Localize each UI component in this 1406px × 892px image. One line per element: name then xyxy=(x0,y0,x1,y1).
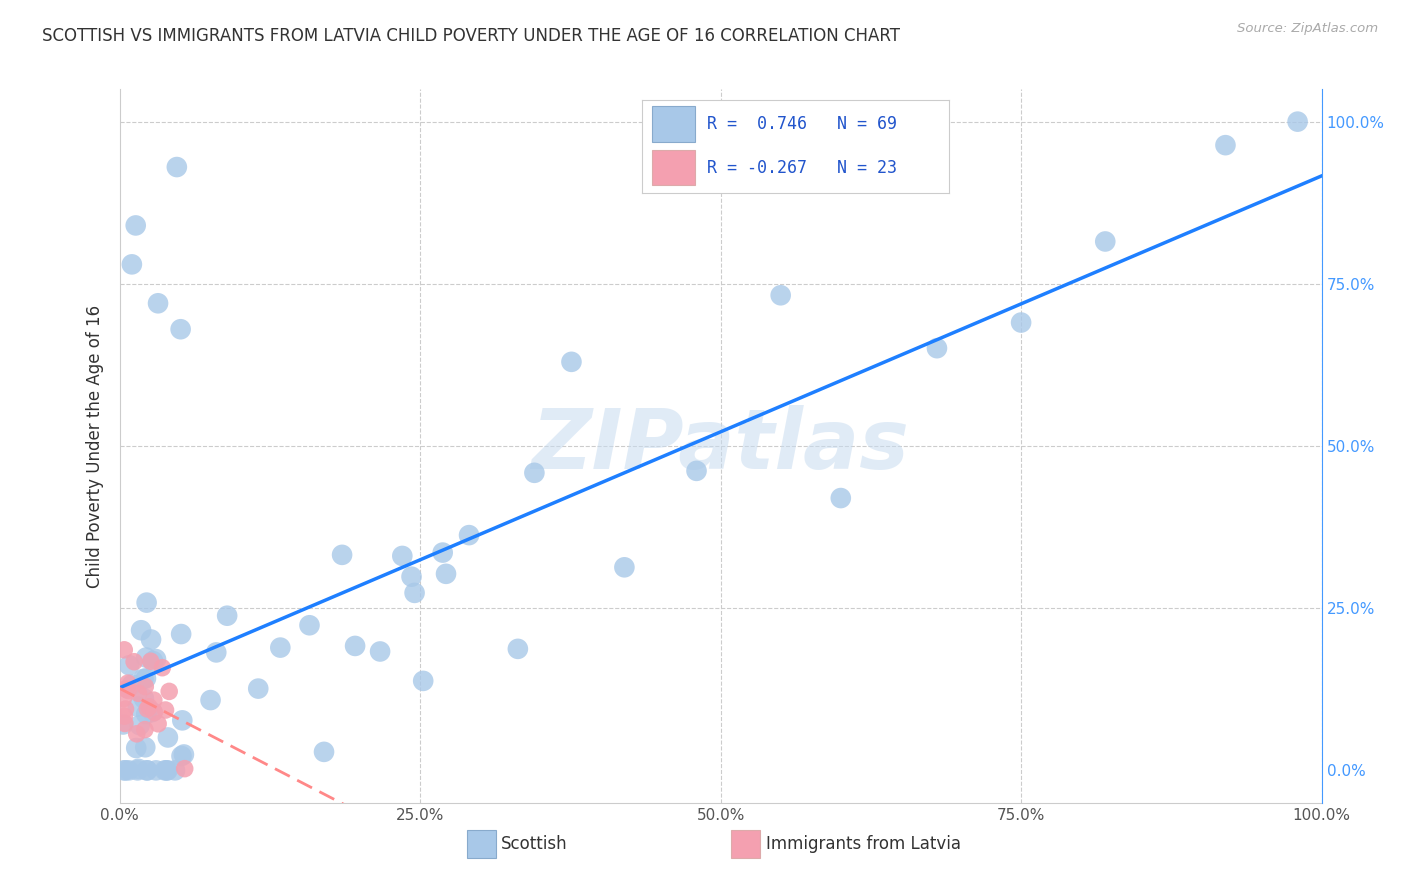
Point xyxy=(125,219,148,233)
Point xyxy=(135,596,157,610)
Point xyxy=(141,705,163,719)
Point xyxy=(136,764,159,778)
Point xyxy=(200,693,222,707)
Point xyxy=(157,684,180,698)
Point xyxy=(142,693,165,707)
Point xyxy=(368,644,391,658)
Point xyxy=(134,723,156,737)
Point xyxy=(114,681,136,696)
Text: ZIPatlas: ZIPatlas xyxy=(531,406,910,486)
Text: Source: ZipAtlas.com: Source: ZipAtlas.com xyxy=(1237,22,1378,36)
Point xyxy=(121,677,143,691)
Point xyxy=(127,764,149,778)
Point xyxy=(269,640,291,655)
Point xyxy=(135,672,157,686)
Point xyxy=(132,691,155,706)
Point xyxy=(391,549,413,563)
Point xyxy=(117,676,139,690)
Point xyxy=(523,466,546,480)
Point xyxy=(114,702,136,716)
Point xyxy=(132,672,155,686)
Point xyxy=(112,709,135,723)
Point xyxy=(298,618,321,632)
Point xyxy=(1010,316,1032,330)
Point xyxy=(925,341,948,355)
Point xyxy=(156,764,179,778)
Point xyxy=(134,740,156,755)
Point xyxy=(138,699,160,714)
Point xyxy=(128,718,150,732)
Point xyxy=(247,681,270,696)
Point xyxy=(112,691,135,706)
Point xyxy=(136,702,159,716)
Point xyxy=(170,627,193,641)
Point xyxy=(172,714,194,728)
Point xyxy=(146,716,169,731)
Point xyxy=(1215,138,1237,153)
Point xyxy=(118,658,141,673)
Point xyxy=(122,655,145,669)
Point xyxy=(312,745,335,759)
Point xyxy=(112,643,135,657)
Point xyxy=(173,762,195,776)
Point xyxy=(143,706,166,720)
Point xyxy=(134,680,156,694)
Point xyxy=(127,762,149,776)
Point xyxy=(404,586,426,600)
Point xyxy=(112,717,135,731)
Point xyxy=(163,764,186,778)
Point xyxy=(458,528,481,542)
Point xyxy=(142,654,165,668)
Point xyxy=(613,560,636,574)
Point xyxy=(145,652,167,666)
Point xyxy=(127,699,149,714)
Point xyxy=(129,624,152,638)
Point xyxy=(205,645,228,659)
Point xyxy=(401,569,423,583)
Point xyxy=(155,764,177,778)
Point xyxy=(685,464,707,478)
Point xyxy=(170,749,193,764)
Point xyxy=(156,731,179,745)
Point xyxy=(112,764,135,778)
Point xyxy=(330,548,353,562)
Point xyxy=(560,355,582,369)
Point xyxy=(412,673,434,688)
Point xyxy=(117,683,139,698)
Point xyxy=(139,632,162,647)
Point xyxy=(830,491,852,505)
Y-axis label: Child Poverty Under the Age of 16: Child Poverty Under the Age of 16 xyxy=(86,304,104,588)
Point xyxy=(1286,114,1309,128)
Point xyxy=(506,641,529,656)
Point xyxy=(173,747,195,762)
Point xyxy=(769,288,792,302)
Point xyxy=(128,686,150,700)
Point xyxy=(434,566,457,581)
Point xyxy=(135,650,157,665)
Point xyxy=(125,741,148,756)
Point xyxy=(114,716,136,731)
Point xyxy=(146,296,169,310)
Point xyxy=(135,707,157,722)
Point xyxy=(125,727,148,741)
Point xyxy=(169,322,191,336)
Point xyxy=(153,764,176,778)
Point xyxy=(150,661,173,675)
Point xyxy=(118,764,141,778)
Text: SCOTTISH VS IMMIGRANTS FROM LATVIA CHILD POVERTY UNDER THE AGE OF 16 CORRELATION: SCOTTISH VS IMMIGRANTS FROM LATVIA CHILD… xyxy=(42,27,900,45)
Point xyxy=(344,639,367,653)
Point xyxy=(121,257,143,271)
Point xyxy=(155,703,177,717)
Point xyxy=(217,608,239,623)
Point xyxy=(114,764,136,778)
Point xyxy=(145,764,167,778)
Point xyxy=(432,545,454,559)
Point xyxy=(139,654,162,668)
Point xyxy=(1094,235,1116,249)
Point xyxy=(135,764,157,778)
Point xyxy=(166,160,188,174)
